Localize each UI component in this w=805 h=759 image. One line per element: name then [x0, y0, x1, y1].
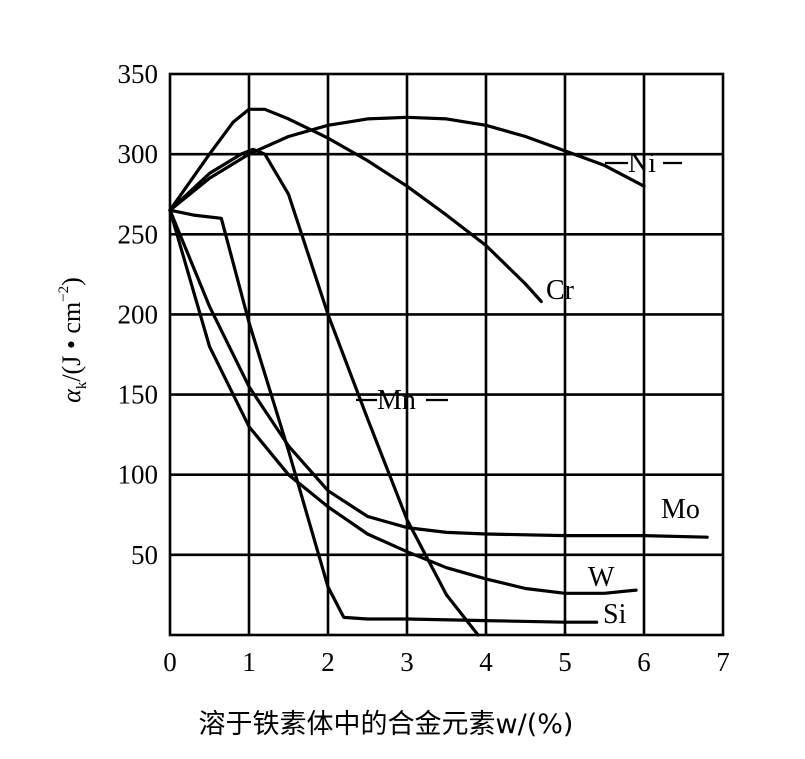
y-tick-label: 300 [118, 139, 159, 169]
curves [168, 107, 709, 637]
x-tick-label: 5 [558, 647, 572, 677]
series-line-mo [168, 208, 709, 539]
series-label-cr: Cr [546, 275, 575, 306]
series-line-si [168, 208, 599, 624]
series-line-mn [168, 147, 480, 637]
y-axis-label-exponent: −2 [56, 286, 72, 302]
series-label-w: W [588, 562, 615, 593]
series-line-w [168, 208, 638, 595]
y-axis-label-unit: /(J • cm [57, 302, 86, 382]
series-line-cr [168, 107, 543, 304]
y-tick-label: 50 [131, 540, 158, 570]
x-tick-label: 4 [479, 647, 493, 677]
y-axis-label-close: ) [57, 277, 86, 286]
y-tick-label: 200 [118, 299, 159, 329]
series-label-mo: Mo [661, 494, 700, 525]
series-label-mn: Mn [377, 385, 416, 416]
plot-frame [168, 72, 725, 637]
x-tick-label: 7 [716, 647, 730, 677]
series-line-ni [168, 115, 646, 212]
y-tick-label: 100 [118, 460, 159, 490]
x-tick-label: 6 [637, 647, 651, 677]
series-labels: Ni Cr Mn Mo W Si [356, 148, 700, 630]
y-axis-label-subscript: k [74, 381, 90, 389]
y-tick-label: 250 [118, 219, 159, 249]
x-axis-label: 溶于铁素体中的合金元素w/(%) [199, 709, 574, 740]
tick-labels: 0 1 2 3 4 5 6 7 50 100 150 200 250 300 350 [118, 59, 730, 677]
y-tick-label: 150 [118, 380, 159, 410]
x-tick-label: 1 [242, 647, 256, 677]
x-tick-label: 2 [321, 647, 335, 677]
y-axis-label: αk/(J • cm−2) [56, 277, 90, 403]
y-tick-label: 350 [118, 59, 159, 89]
x-tick-label: 0 [163, 647, 177, 677]
series-label-si: Si [603, 599, 627, 630]
y-axis-label-symbol: α [57, 388, 86, 403]
series-label-ni: Ni [628, 148, 656, 179]
x-tick-label: 3 [400, 647, 414, 677]
